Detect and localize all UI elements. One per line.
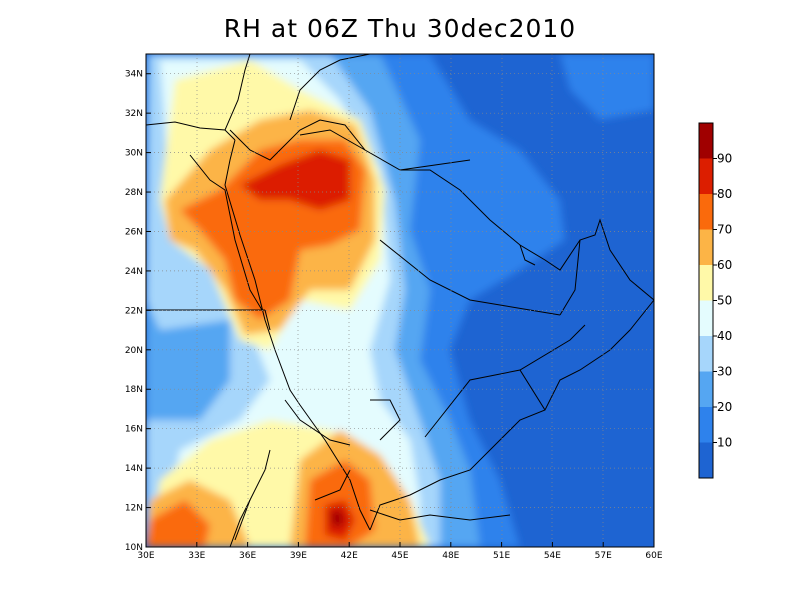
lat-tick-label: 32N [125, 109, 143, 119]
rh-band-90-100 [330, 510, 344, 527]
lat-tick-label: 34N [125, 70, 143, 80]
lon-tick-label: 48E [442, 551, 459, 561]
colorbar-label: 60 [717, 258, 732, 272]
lat-tick-label: 24N [125, 267, 143, 277]
lon-tick-label: 33E [188, 551, 205, 561]
lat-tick-label: 30N [125, 149, 143, 159]
lon-tick-label: 57E [595, 551, 612, 561]
colorbar: 10 20 30 40 50 60 70 80 90 [698, 122, 732, 479]
lat-tick-label: 22N [125, 306, 143, 316]
colorbar-label: 40 [717, 329, 732, 343]
colorbar-swatch [699, 123, 713, 159]
lon-tick-label: 60E [645, 551, 662, 561]
colorbar-label: 20 [717, 400, 732, 414]
colorbar-label: 70 [717, 223, 732, 237]
lat-tick-label: 26N [125, 227, 143, 237]
colorbar-swatch [699, 158, 713, 194]
lat-tick-label: 20N [125, 346, 143, 356]
colorbar-label: 30 [717, 365, 732, 379]
colorbar-swatch [699, 371, 713, 407]
colorbar-label: 80 [717, 187, 732, 201]
lon-tick-label: 42E [341, 551, 358, 561]
colorbar-swatch [699, 300, 713, 336]
map-title: RH at 06Z Thu 30dec2010 [223, 14, 577, 43]
rh-band-70-80-south [146, 500, 210, 547]
colorbar-swatch [699, 194, 713, 230]
colorbar-swatch [699, 407, 713, 443]
lat-tick-label: 28N [125, 188, 143, 198]
longitude-axis: 30E 33E 36E 39E 42E 45E 48E 51E 54E 57E 60E [137, 542, 663, 561]
lon-tick-label: 54E [544, 551, 561, 561]
lat-tick-label: 18N [125, 385, 143, 395]
colorbar-swatch [699, 265, 713, 301]
colorbar-swatch [699, 229, 713, 265]
rh-field [146, 54, 654, 547]
colorbar-swatch [699, 442, 713, 478]
lat-tick-label: 16N [125, 425, 143, 435]
colorbar-label: 50 [717, 294, 732, 308]
lon-tick-label: 39E [290, 551, 307, 561]
lon-tick-label: 45E [391, 551, 408, 561]
lat-tick-label: 14N [125, 464, 143, 474]
lon-tick-label: 36E [239, 551, 256, 561]
rh-band-80-90 [240, 150, 350, 210]
lon-tick-label: 30E [137, 551, 154, 561]
colorbar-label: 90 [717, 152, 732, 166]
lon-tick-label: 51E [493, 551, 510, 561]
grid-lines [146, 54, 654, 547]
lat-tick-label: 10N [125, 543, 143, 553]
lat-tick-label: 12N [125, 504, 143, 514]
colorbar-label: 10 [717, 436, 732, 450]
latitude-axis: 10N 12N 14N 16N 18N 20N 22N 24N 26N 28N 30N 32N 34N [125, 70, 151, 553]
rh-band-10-20-east [560, 54, 654, 120]
colorbar-swatch [699, 336, 713, 372]
